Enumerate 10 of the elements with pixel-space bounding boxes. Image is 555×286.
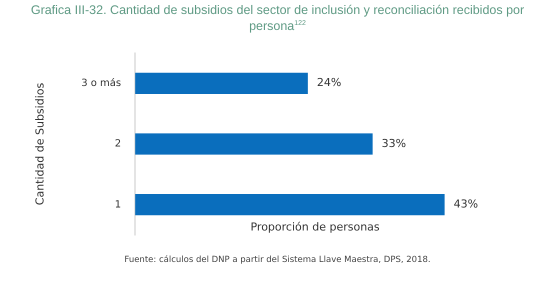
source-note: Fuente: cálculos del DNP a partir del Sistema Llave Maestra, DPS, 2018. — [123, 255, 432, 266]
data-label: 24% — [316, 76, 342, 90]
data-label: 33% — [382, 137, 406, 150]
y-tick-label: 3 o más — [81, 78, 122, 90]
y-axis-title: Cantidad de Subsidios — [33, 82, 46, 206]
chart-title: Grafica III-32. Cantidad de subsidios del sector de inclusión y reconciliación recibidos por persona$^{122}$ — [30, 3, 526, 34]
y-tick-label: 1 — [114, 199, 122, 210]
x-axis-title: Proporción de personas — [250, 220, 380, 234]
data-label: 43% — [454, 198, 478, 211]
y-tick-label: 2 — [114, 138, 122, 150]
